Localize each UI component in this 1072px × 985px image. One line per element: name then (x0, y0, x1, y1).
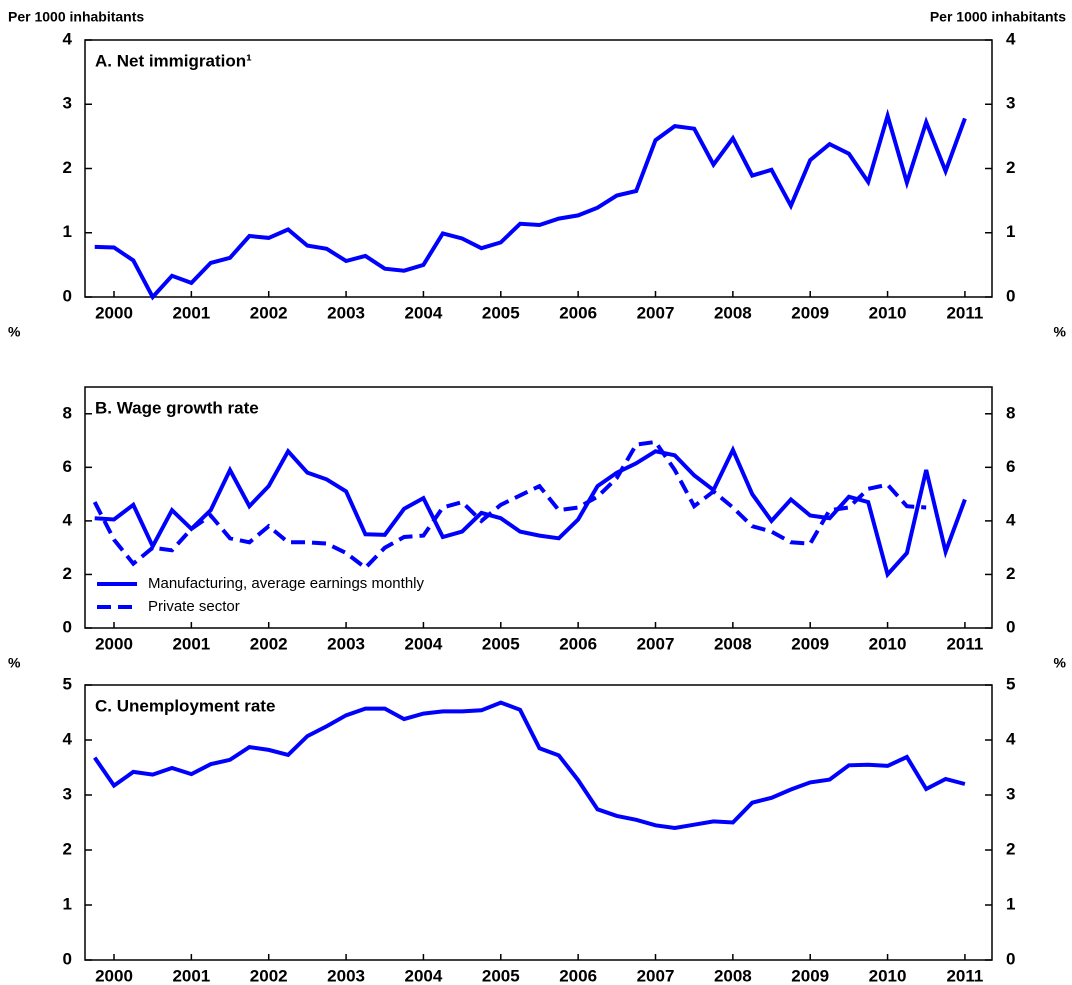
x-tick-label: 2010 (869, 634, 907, 653)
y-tick-label: 8 (63, 403, 72, 422)
y-axis-label: % (8, 655, 21, 671)
x-tick-label: 2008 (714, 303, 752, 322)
data-line (93, 700, 966, 831)
y-tick-label: 2 (63, 158, 72, 177)
legend-label: Manufacturing, average earnings monthly (148, 575, 424, 592)
x-tick-label: 2005 (482, 634, 520, 653)
y-tick-label: 1 (63, 894, 72, 913)
y2-tick-label: 6 (1006, 457, 1015, 476)
y2-tick-label: 2 (1006, 839, 1015, 858)
x-tick-label: 2004 (405, 634, 443, 653)
y2-tick-label: 4 (1006, 29, 1016, 48)
x-tick-label: 2008 (714, 634, 752, 653)
y2-tick-label: 1 (1006, 894, 1015, 913)
x-tick-label: 2001 (172, 303, 210, 322)
y-tick-label: 1 (63, 222, 72, 241)
y2-tick-label: 2 (1006, 158, 1015, 177)
x-tick-label: 2007 (637, 634, 675, 653)
x-tick-label: 2009 (791, 966, 829, 985)
x-tick-label: 2008 (714, 966, 752, 985)
y-tick-label: 3 (63, 94, 72, 113)
y-tick-label: 2 (63, 564, 72, 583)
x-tick-label: 2004 (405, 966, 443, 985)
x-tick-label: 2010 (869, 303, 907, 322)
y2-tick-label: 3 (1006, 784, 1015, 803)
data-line (94, 108, 967, 301)
x-tick-label: 2000 (95, 634, 133, 653)
y2-tick-label: 1 (1006, 222, 1015, 241)
x-tick-label: 2005 (482, 966, 520, 985)
y2-tick-label: 2 (1006, 564, 1015, 583)
x-tick-label: 2009 (791, 303, 829, 322)
y2-tick-label: 0 (1006, 617, 1015, 636)
y2-tick-label: 0 (1006, 286, 1015, 305)
panel-title: C. Unemployment rate (95, 696, 275, 715)
x-tick-label: 2011 (946, 303, 983, 322)
panel-title: A. Net immigration¹ (95, 51, 252, 70)
data-line (92, 439, 927, 571)
x-tick-label: 2001 (172, 634, 210, 653)
x-tick-label: 2002 (250, 634, 288, 653)
y-axis-label: Per 1000 inhabitants (8, 9, 144, 25)
x-tick-label: 2000 (95, 966, 133, 985)
x-tick-label: 2007 (637, 303, 675, 322)
x-tick-label: 2005 (482, 303, 520, 322)
y-tick-label: 2 (63, 839, 72, 858)
y2-axis-label: % (1054, 655, 1067, 671)
x-tick-label: 2011 (946, 634, 983, 653)
y2-axis-label: Per 1000 inhabitants (930, 9, 1066, 25)
x-tick-label: 2006 (559, 634, 597, 653)
x-tick-label: 2009 (791, 634, 829, 653)
y-tick-label: 3 (63, 784, 72, 803)
plot-frame (84, 684, 993, 961)
y-tick-label: 0 (63, 617, 72, 636)
x-tick-label: 2007 (637, 966, 675, 985)
panel-title: B. Wage growth rate (95, 398, 259, 417)
data-line (94, 445, 967, 579)
x-tick-label: 2001 (172, 966, 210, 985)
x-tick-label: 2011 (946, 966, 983, 985)
y-tick-label: 5 (63, 674, 72, 693)
x-tick-label: 2003 (327, 966, 365, 985)
y-tick-label: 4 (63, 29, 73, 48)
x-tick-label: 2006 (559, 966, 597, 985)
y-tick-label: 0 (63, 286, 72, 305)
x-tick-label: 2002 (250, 303, 288, 322)
x-tick-label: 2006 (559, 303, 597, 322)
x-tick-label: 2004 (405, 303, 443, 322)
x-tick-label: 2003 (327, 634, 365, 653)
y2-tick-label: 3 (1006, 94, 1015, 113)
y2-axis-label: % (1054, 324, 1067, 340)
y-tick-label: 4 (63, 510, 73, 529)
x-tick-label: 2000 (95, 303, 133, 322)
y-axis-label: % (8, 324, 21, 340)
y2-tick-label: 0 (1006, 949, 1015, 968)
y2-tick-label: 4 (1006, 510, 1016, 529)
y-tick-label: 0 (63, 949, 72, 968)
y2-tick-label: 5 (1006, 674, 1015, 693)
x-tick-label: 2002 (250, 966, 288, 985)
y-tick-label: 4 (63, 729, 73, 748)
legend-label: Private sector (148, 598, 240, 615)
y-tick-label: 6 (63, 457, 72, 476)
x-tick-label: 2003 (327, 303, 365, 322)
y2-tick-label: 4 (1006, 729, 1016, 748)
x-tick-label: 2010 (869, 966, 907, 985)
y2-tick-label: 8 (1006, 403, 1015, 422)
plot-frame (84, 386, 993, 629)
